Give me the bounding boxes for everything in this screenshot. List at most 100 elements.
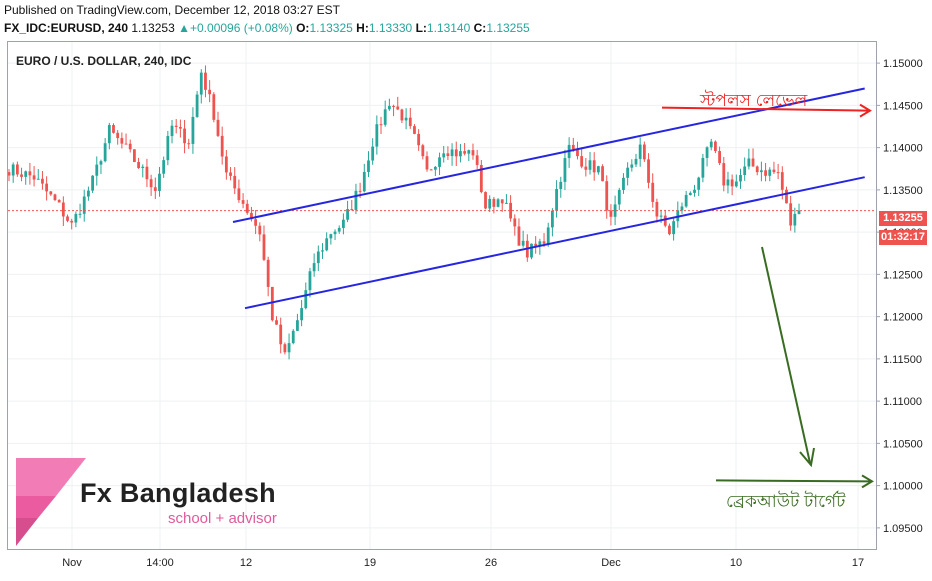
symbol-info-bar: FX_IDC:EURUSD, 240 1.13253 ▲+0.00096 (+0… — [4, 21, 530, 35]
candle-body — [739, 175, 742, 182]
candle — [463, 142, 467, 156]
candle — [555, 180, 558, 218]
candle — [509, 195, 512, 222]
candle-body — [337, 227, 341, 232]
candle — [730, 174, 734, 196]
stop-level-arrowhead — [859, 103, 872, 118]
candle — [688, 191, 692, 196]
close-value: 1.13255 — [486, 21, 530, 35]
candle — [220, 126, 224, 165]
candle — [630, 159, 634, 172]
candle — [530, 243, 533, 260]
candle-body — [199, 72, 203, 95]
candle-body — [333, 231, 337, 235]
candle-body — [776, 172, 780, 174]
symbol-label: FX_IDC:EURUSD, 240 — [4, 21, 129, 35]
candle — [634, 153, 638, 167]
candle-body — [36, 178, 40, 180]
logo-tagline: school + advisor — [168, 510, 277, 527]
candle — [417, 129, 421, 151]
open-label: O: — [296, 21, 310, 35]
candle-body — [15, 164, 19, 175]
candle-body — [663, 215, 667, 226]
target-level-arrow — [715, 479, 871, 483]
candle — [500, 199, 504, 212]
candle — [651, 173, 655, 208]
candle-body — [555, 189, 558, 211]
candle — [776, 163, 780, 180]
candle — [95, 156, 99, 186]
candle — [743, 157, 747, 181]
candle-body — [329, 234, 333, 239]
candle-body — [768, 169, 772, 176]
candle — [308, 267, 312, 298]
candle-body — [701, 157, 705, 178]
candle-body — [145, 166, 149, 180]
candle-body — [49, 191, 53, 195]
candle — [596, 165, 600, 175]
candle — [680, 202, 684, 214]
candle — [580, 147, 584, 169]
candle — [258, 222, 262, 242]
candle-body — [580, 156, 584, 167]
candle — [626, 162, 630, 186]
candle-body — [287, 343, 291, 353]
candle — [74, 211, 78, 228]
candle — [296, 313, 299, 332]
candle — [233, 167, 237, 195]
candle — [551, 208, 554, 237]
candle — [262, 225, 266, 262]
candle — [99, 159, 103, 174]
up-triangle-icon: ▲ — [178, 21, 190, 35]
candle-body — [588, 160, 592, 170]
candle-body — [387, 105, 391, 110]
candle — [346, 200, 349, 223]
candle — [797, 203, 801, 215]
candle-body — [166, 136, 170, 161]
candle — [450, 143, 454, 166]
candle — [350, 199, 354, 211]
candle — [726, 171, 730, 194]
candle-body — [509, 202, 512, 219]
candle-body — [216, 119, 220, 136]
y-tick-label: 1.15000 — [883, 58, 923, 70]
candle-body — [571, 144, 575, 149]
candle — [166, 130, 170, 166]
candle — [362, 163, 366, 193]
candle-body — [350, 209, 354, 211]
candle — [195, 90, 199, 118]
candle-body — [11, 164, 15, 176]
candle-body — [212, 94, 216, 120]
candle-body — [530, 243, 533, 258]
y-tick-label: 1.11000 — [883, 396, 922, 408]
candle-body — [718, 151, 721, 164]
candle — [300, 299, 303, 327]
candle-body — [262, 234, 266, 260]
candle-body — [488, 198, 492, 209]
candle-body — [346, 209, 349, 220]
candle-body — [463, 151, 467, 154]
candle-body — [137, 162, 140, 169]
candle-body — [304, 290, 308, 309]
candle-body — [617, 189, 621, 205]
candle-body — [726, 179, 730, 186]
candle-body — [446, 153, 450, 157]
candle-body — [149, 179, 153, 188]
candle — [371, 138, 375, 165]
candle-body — [714, 141, 717, 152]
candle-body — [396, 106, 400, 110]
candle — [584, 158, 588, 177]
candle — [413, 124, 416, 135]
candle — [375, 115, 379, 155]
candle — [559, 176, 563, 198]
candle-body — [375, 124, 379, 147]
candle — [145, 158, 149, 187]
candle — [199, 69, 203, 104]
candle — [254, 210, 258, 235]
candle — [91, 175, 94, 193]
candle — [329, 233, 333, 245]
candle-body — [605, 181, 609, 211]
candle-body — [28, 171, 32, 176]
candle-body — [66, 216, 69, 221]
